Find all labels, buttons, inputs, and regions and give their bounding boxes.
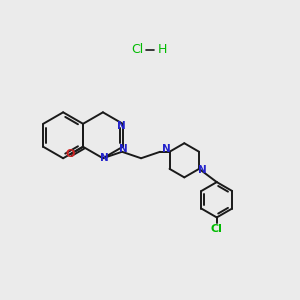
Text: H: H <box>158 44 167 56</box>
Text: O: O <box>66 149 75 159</box>
Text: N: N <box>100 153 109 163</box>
Text: N: N <box>117 121 126 131</box>
Text: N: N <box>119 144 128 154</box>
Text: N: N <box>162 144 171 154</box>
Text: N: N <box>198 165 206 175</box>
Text: Cl: Cl <box>131 44 144 56</box>
Text: Cl: Cl <box>211 224 223 234</box>
